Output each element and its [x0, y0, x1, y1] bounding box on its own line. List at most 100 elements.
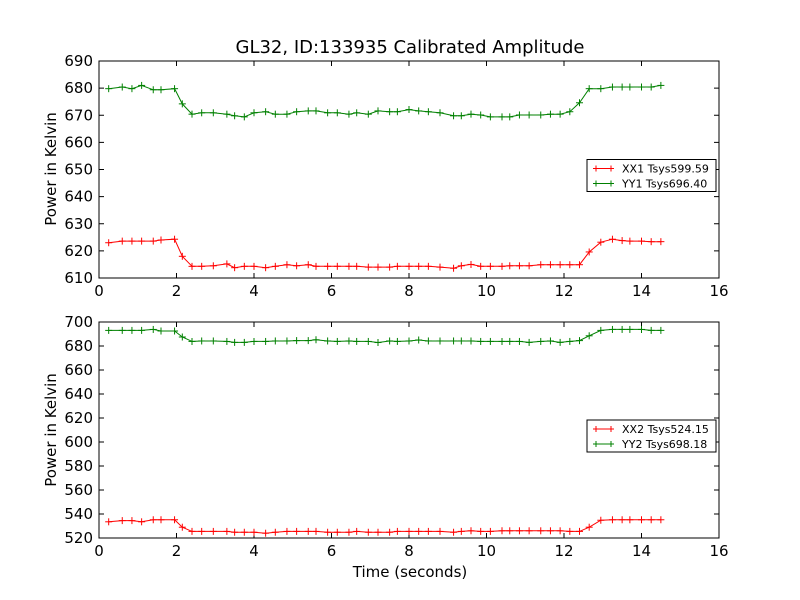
top-panel-series-0-marker [597, 238, 605, 246]
bottom-panel-series-1-marker [353, 337, 361, 345]
top-panel-y-tick-label: 610 [64, 269, 93, 287]
bottom-panel-series-1-marker [525, 338, 533, 346]
top-panel-series-1-marker [486, 113, 494, 121]
top-panel-series-0-marker [188, 262, 196, 270]
bottom-panel-series-1-marker [364, 337, 372, 345]
top-panel-series-1-marker [345, 110, 353, 118]
bottom-panel-series-1-marker [393, 337, 401, 345]
bottom-panel-series-1-marker [283, 337, 291, 345]
top-panel-series-1-marker [198, 109, 206, 117]
bottom-panel-series-0-marker [537, 527, 545, 535]
bottom-panel-y-tick-label: 680 [64, 337, 93, 355]
bottom-panel-series-0-marker [209, 527, 217, 535]
top-panel-series-0-marker [283, 261, 291, 269]
top-panel-series-1-marker [393, 108, 401, 116]
top-panel-y-tick-label: 680 [64, 79, 93, 97]
top-panel-y-axis-label: Power in Kelvin [42, 112, 60, 226]
top-panel-series-0-marker [405, 262, 413, 270]
top-panel-series-1-marker [477, 111, 485, 119]
bottom-panel-series-1-marker [638, 325, 645, 333]
top-panel-x-tick-label: 10 [477, 282, 496, 300]
top-panel-legend: XX1 Tsys599.59 YY1 Tsys696.40 [586, 159, 717, 192]
top-panel-series-0-marker [231, 264, 239, 272]
bottom-panel-series-1-marker [405, 337, 413, 345]
top-panel-series-0-marker [118, 237, 126, 245]
top-panel-series-0-marker [250, 262, 258, 270]
bottom-panel-series-0-marker [525, 527, 533, 535]
bottom-panel-y-tick-label: 640 [64, 385, 93, 403]
bottom-panel-series-1-marker [546, 337, 554, 345]
top-panel-series-1-marker [304, 107, 312, 115]
top-panel-x-tick-label: 2 [172, 282, 182, 300]
top-panel-series-0-marker [546, 261, 554, 269]
bottom-panel-series-0-marker [608, 516, 616, 524]
bottom-panel-series-0-marker [424, 527, 432, 535]
bottom-panel-series-1-marker [498, 337, 506, 345]
top-panel-series-1-marker [118, 83, 126, 91]
top-panel-series-0-marker [626, 237, 634, 245]
top-panel-series-0-marker [525, 262, 533, 270]
bottom-panel-series-0-marker [250, 528, 258, 536]
bottom-panel-series-0-marker [386, 528, 394, 536]
top-panel-series-0-marker [415, 262, 423, 270]
bottom-panel-series-0-marker [374, 528, 382, 536]
bottom-panel-series-0-marker [477, 527, 485, 535]
top-panel-series-1-marker [283, 110, 291, 118]
bottom-panel-series-0-marker [231, 528, 239, 536]
top-panel-series-1-marker [506, 113, 514, 121]
bottom-panel-series-0-marker [240, 528, 248, 536]
bottom-panel-series-0-marker [515, 527, 523, 535]
bottom-panel-series-1-marker [198, 337, 206, 345]
bottom-panel: Power in Kelvin 0 2 4 6 8 10 12 14 16 520 540 560 58… [42, 313, 729, 560]
top-panel-series-1-marker [171, 85, 179, 93]
top-panel-y-tick-label: 660 [64, 133, 93, 151]
top-panel-series-0-marker [240, 262, 248, 270]
bottom-panel-series-1-marker [171, 327, 179, 335]
bottom-panel-series-1-marker [345, 337, 353, 345]
top-panel-legend-item: YY1 Tsys696.40 [593, 178, 707, 191]
top-panel-y-tick-label: 650 [64, 161, 93, 179]
bottom-panel-series-0-marker [638, 516, 645, 524]
bottom-panel-series-1-marker [240, 338, 248, 346]
top-panel-x-tick-label: 8 [404, 282, 414, 300]
top-panel-series-1-marker [657, 81, 665, 89]
bottom-panel-x-tick-label: 12 [554, 542, 573, 560]
top-panel-series-0-marker [271, 262, 279, 270]
bottom-panel-series-1-marker [209, 337, 217, 345]
top-panel-series-0-marker [178, 252, 186, 260]
top-panel-series-1-marker [324, 109, 332, 117]
top-panel-series-1-marker [223, 110, 231, 118]
top-panel-series-1-marker [188, 110, 196, 118]
bottom-panel-series-1-marker [597, 326, 605, 334]
top-panel-series-0-marker [486, 262, 494, 270]
bottom-panel-series-0-marker [223, 527, 231, 535]
bottom-panel-series-1-marker [585, 332, 593, 340]
top-panel-series-1-marker [608, 83, 616, 91]
top-panel-series-1-marker [424, 108, 432, 116]
top-panel-series-1-marker [537, 111, 545, 119]
bottom-panel-series-0-marker [506, 527, 514, 535]
bottom-panel-series-0-marker [585, 523, 593, 531]
bottom-panel-legend-label: YY2 Tsys698.18 [621, 438, 707, 451]
top-panel-series-1-marker [415, 107, 423, 115]
bottom-panel-series-0-marker [293, 527, 301, 535]
bottom-panel-series-0-marker [138, 518, 146, 526]
top-panel-series-0-marker [450, 264, 458, 272]
bottom-panel-y-tick-label: 600 [64, 433, 93, 451]
bottom-panel-series-0-marker [415, 527, 423, 535]
top-panel-series-1-marker [209, 109, 217, 117]
bottom-panel-y-tick-label: 520 [64, 529, 93, 547]
bottom-panel-series-0-marker [546, 527, 554, 535]
top-panel-series-0-marker [293, 262, 301, 270]
top-panel-series-1-marker [105, 85, 113, 93]
bottom-panel-series-1-marker [231, 338, 239, 346]
bottom-panel-series-0-marker [353, 527, 361, 535]
bottom-panel-series-1-marker [374, 339, 382, 347]
top-panel-series-1-marker [178, 100, 186, 108]
bottom-panel-x-tick-label: 14 [632, 542, 651, 560]
bottom-panel-series-0-marker [364, 528, 372, 536]
top-panel-series-1-marker [647, 83, 655, 91]
bottom-panel-series-0-marker [647, 516, 655, 524]
top-panel-x-tick-label: 4 [249, 282, 259, 300]
bottom-panel-series-1-marker [424, 337, 432, 345]
